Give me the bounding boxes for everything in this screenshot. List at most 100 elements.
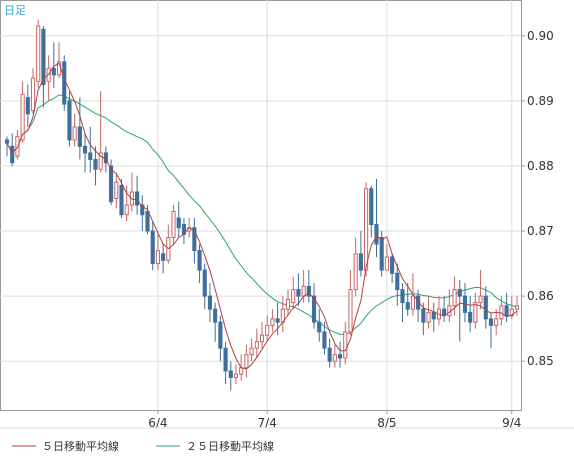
candle-body-down	[88, 152, 93, 160]
candle-body-down	[488, 318, 494, 326]
candle-body-up	[285, 298, 291, 310]
candle-body-up	[239, 367, 244, 375]
candle-body-down	[197, 250, 202, 271]
candle-body-up	[259, 334, 265, 343]
candle-body-up	[124, 204, 129, 216]
candle-body-down	[311, 295, 317, 323]
candle-body-down	[150, 230, 155, 265]
legend-ma5-label: ５日移動平均線	[42, 439, 119, 453]
candle-body-up	[265, 324, 270, 336]
candle-body-up	[254, 341, 259, 349]
ma25-line	[6, 94, 518, 336]
ma25-line-group	[6, 94, 518, 336]
candle-body-down	[405, 302, 410, 310]
candle-body-down	[67, 100, 72, 141]
candle-body-up	[364, 188, 369, 271]
x-tick-label: 8/5	[377, 416, 396, 430]
candle-body-down	[10, 145, 15, 164]
candle-body-down	[103, 152, 108, 164]
candle-body-up	[348, 289, 353, 333]
candle-body-up	[353, 253, 358, 291]
candle-body-down	[275, 318, 280, 323]
candle-body-down	[379, 237, 384, 271]
candle-body-down	[62, 61, 67, 105]
candle-body-down	[322, 331, 327, 349]
candle-body-up	[36, 25, 41, 82]
candle-body-up	[249, 347, 254, 356]
candle-body-down	[317, 321, 322, 333]
candle-body-up	[478, 295, 483, 304]
candle-body-down	[176, 217, 181, 229]
candle-body-up	[20, 93, 25, 141]
candle-body-up	[343, 331, 348, 359]
x-axis-ticks: 6/4 7/4 8/5 9/4	[148, 410, 521, 430]
y-tick-label: 0.90	[527, 29, 554, 43]
candle-body-down	[395, 272, 400, 291]
candle-body-down	[83, 145, 88, 154]
candle-body-down	[296, 289, 301, 297]
candle-body-up	[270, 318, 275, 326]
candle-body-up	[233, 373, 239, 378]
candle-body-down	[374, 224, 379, 245]
candle-body-up	[473, 302, 478, 323]
candle-body-down	[213, 308, 218, 323]
candle-body-down	[161, 253, 166, 261]
candle-body-down	[119, 184, 124, 216]
candle-body-down	[145, 211, 150, 232]
candle-body-down	[41, 28, 46, 86]
candle-body-up	[291, 289, 296, 304]
y-tick-label: 0.88	[527, 159, 554, 173]
legend-ma25-label: ２５日移動平均線	[186, 439, 274, 453]
candle-body-up	[98, 152, 103, 170]
candle-body-up	[332, 354, 337, 362]
candle-body-down	[483, 295, 488, 320]
legend: ５日移動平均線 ２５日移動平均線	[12, 439, 274, 453]
candle-body-down	[202, 269, 207, 297]
candle-body-up	[30, 77, 36, 112]
candle-body-down	[207, 295, 213, 310]
x-tick-label: 9/4	[502, 416, 521, 430]
candle-body-down	[192, 227, 197, 252]
y-tick-label: 0.85	[527, 354, 554, 368]
candle-body-up	[426, 311, 431, 323]
candle-body-down	[135, 191, 140, 206]
candle-body-down	[400, 289, 405, 304]
candle-body-down	[51, 67, 56, 76]
candle-body-down	[140, 204, 145, 216]
x-tick-label: 6/4	[148, 416, 167, 430]
candle-body-down	[431, 311, 436, 320]
candle-body-down	[390, 256, 395, 274]
candle-body-down	[228, 370, 233, 378]
candle-body-down	[25, 97, 30, 115]
plot-area	[0, 0, 522, 411]
candle-body-down	[218, 321, 223, 349]
candle-body-up	[410, 295, 415, 310]
candle-body-down	[358, 253, 363, 271]
candle-body-down	[109, 165, 114, 203]
grid-lines	[0, 0, 521, 410]
candle-body-down	[93, 158, 98, 170]
candle-body-down	[338, 354, 343, 359]
x-tick-label: 7/4	[258, 416, 277, 430]
candle-body-up	[494, 318, 499, 326]
candle-body-up	[171, 211, 176, 239]
candle-body-up	[514, 305, 520, 310]
candle-body-down	[223, 347, 228, 372]
candle-body-up	[155, 250, 160, 265]
candle-body-up	[72, 126, 77, 141]
timeframe-label: 日足	[4, 4, 26, 17]
candle-body-down	[4, 139, 10, 144]
y-axis-ticks: 0.85 0.86 0.87 0.88 0.89 0.90	[521, 29, 554, 368]
y-tick-label: 0.87	[527, 224, 554, 238]
y-tick-label: 0.86	[527, 289, 554, 303]
candle-body-down	[504, 305, 509, 317]
y-tick-label: 0.89	[527, 94, 554, 108]
ma5-line-group	[6, 62, 518, 370]
candle-body-down	[369, 188, 374, 226]
candle-body-up	[301, 285, 306, 297]
candle-body-down	[421, 308, 426, 323]
ma5-line	[6, 62, 518, 370]
candle-body-up	[452, 289, 457, 307]
